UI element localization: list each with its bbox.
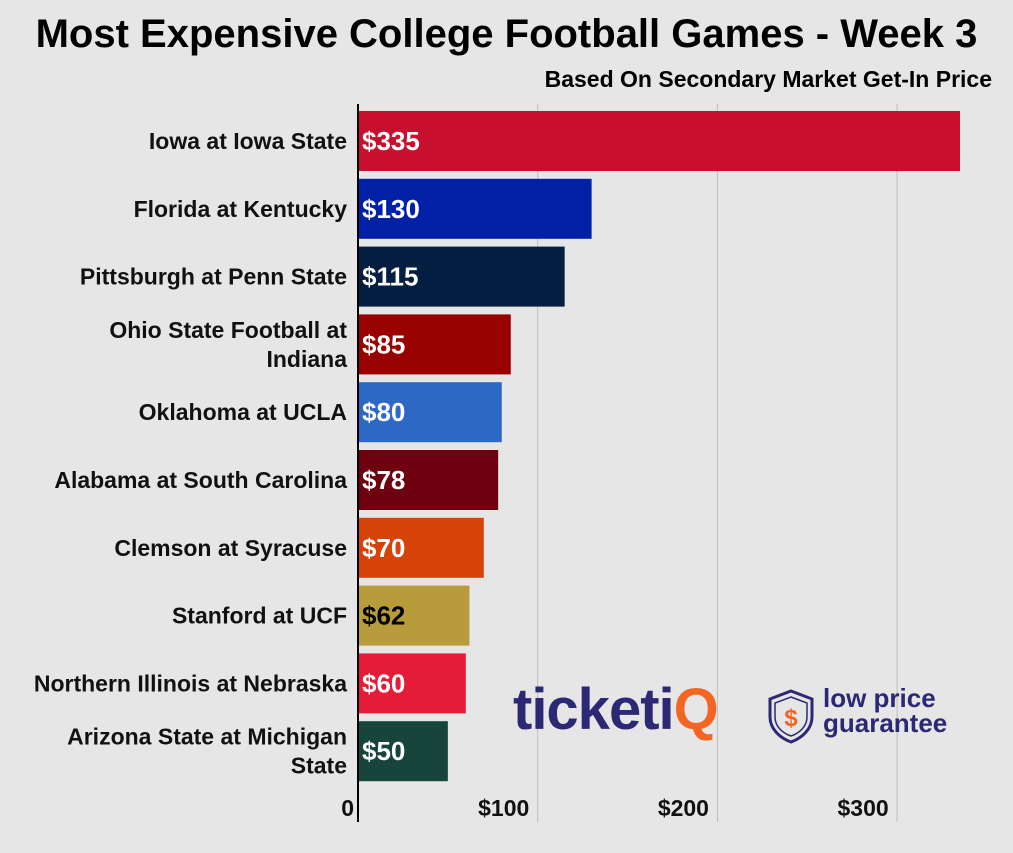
bar bbox=[358, 382, 502, 443]
category-label: Pittsburgh at Penn State bbox=[80, 264, 347, 290]
bar bbox=[358, 585, 470, 646]
x-tick-label: $300 bbox=[838, 795, 889, 821]
bar bbox=[358, 721, 448, 782]
category-label: Florida at Kentucky bbox=[134, 196, 348, 222]
bar-value-label: $78 bbox=[362, 465, 405, 495]
category-label: Alabama at South Carolina bbox=[54, 467, 347, 493]
bar-value-label: $130 bbox=[362, 194, 420, 224]
bar-value-label: $85 bbox=[362, 329, 405, 359]
bar-value-label: $50 bbox=[362, 736, 405, 766]
bar-value-label: $70 bbox=[362, 533, 405, 563]
axes: 0 $100 $200 $300 bbox=[341, 104, 889, 822]
category-label: Oklahoma at UCLA bbox=[139, 399, 347, 425]
x-tick-label: $200 bbox=[658, 795, 709, 821]
category-label: Northern Illinois at Nebraska bbox=[34, 670, 347, 696]
tagline-line2: guarantee bbox=[823, 708, 948, 738]
x-tick-label: $100 bbox=[478, 795, 529, 821]
category-label: Ohio State Football at Indiana bbox=[109, 317, 347, 372]
chart-subtitle: Based On Secondary Market Get-In Price bbox=[544, 66, 992, 92]
bar bbox=[358, 178, 592, 239]
ticketiq-logo: ticketiQ $ low price guarantee bbox=[513, 677, 965, 748]
bar bbox=[358, 517, 484, 578]
bars: $335 Iowa at Iowa State $130 Florida at Ken… bbox=[34, 111, 960, 782]
logo-wordmark-q: Q bbox=[673, 677, 719, 742]
category-label: Stanford at UCF bbox=[172, 603, 347, 629]
shield-dollar-icon: $ bbox=[768, 689, 814, 744]
bar-value-label: $80 bbox=[362, 397, 405, 427]
bar bbox=[358, 314, 511, 375]
bar bbox=[358, 450, 499, 510]
logo-wordmark-prefix: ticketi bbox=[513, 677, 675, 742]
logo-tagline: low price guarantee bbox=[823, 683, 948, 738]
bar-value-label: $60 bbox=[362, 668, 405, 698]
bar-value-label: $115 bbox=[362, 262, 418, 292]
category-label: Clemson at Syracuse bbox=[114, 535, 347, 561]
logo-wordmark: ticketiQ bbox=[513, 676, 719, 743]
category-label: Arizona State at Michigan State bbox=[67, 724, 347, 779]
tagline-line1: low price bbox=[823, 683, 936, 713]
chart-title: Most Expensive College Football Games - … bbox=[35, 12, 978, 56]
x-tick-label: 0 bbox=[341, 795, 354, 821]
bar-value-label: $335 bbox=[362, 126, 420, 156]
bar bbox=[358, 246, 565, 307]
badge-dollar-sign: $ bbox=[784, 705, 798, 732]
bar bbox=[358, 111, 960, 171]
bar bbox=[358, 653, 466, 714]
bar-value-label: $62 bbox=[362, 601, 405, 631]
category-label: Iowa at Iowa State bbox=[149, 128, 347, 154]
